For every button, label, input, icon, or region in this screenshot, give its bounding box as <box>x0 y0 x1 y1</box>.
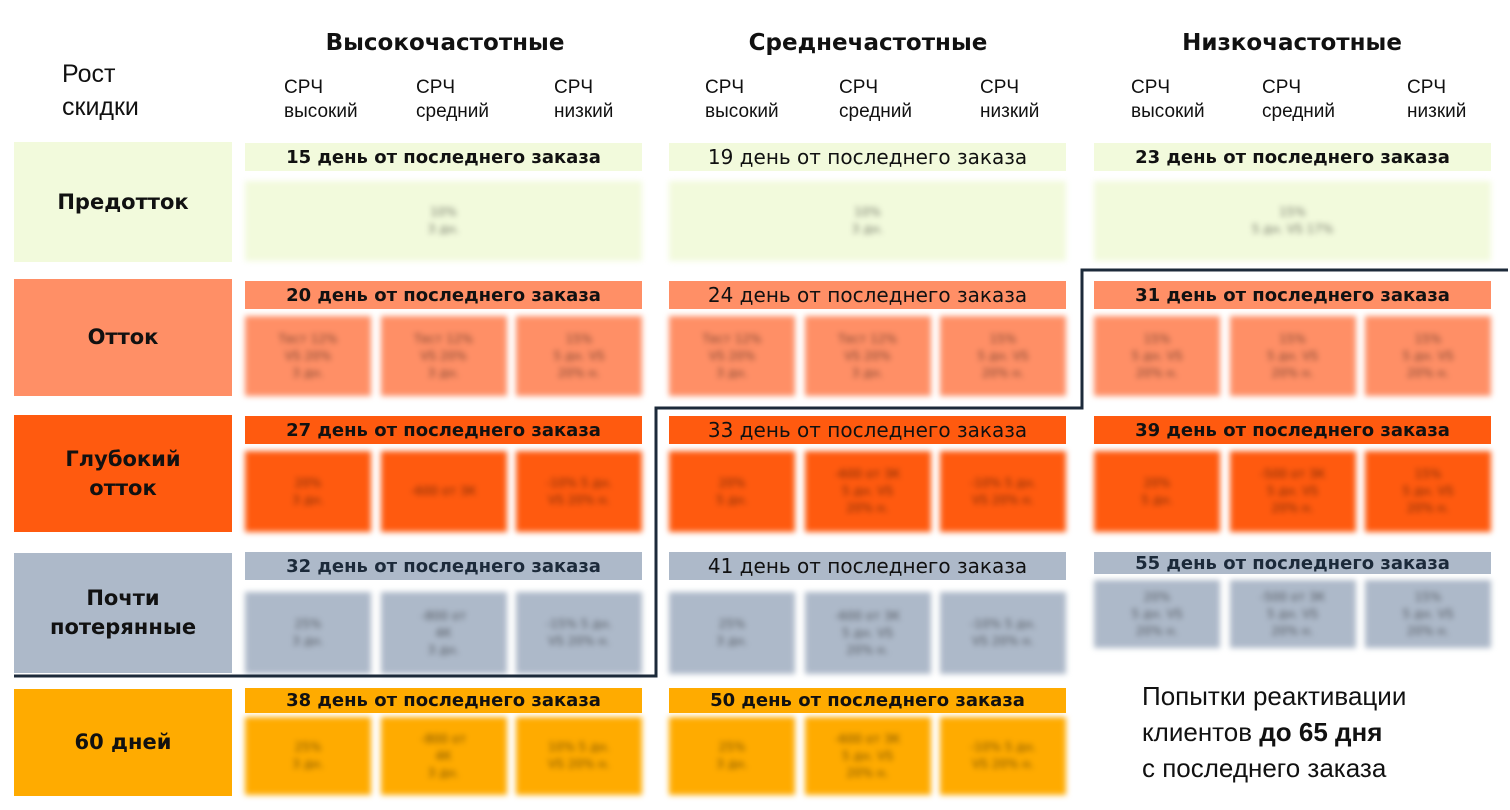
discount-cell: -10% 5 дн. VS 20% н. <box>940 451 1066 532</box>
day-band: 24 день от последнего заказа <box>669 281 1066 309</box>
day-band: 31 день от последнего заказа <box>1094 281 1491 309</box>
subgroup-label: СРЧ высокий <box>705 77 779 122</box>
row-label: Отток <box>14 279 232 396</box>
discount-cell: 15% 5 дн. VS 20% н. <box>1094 316 1220 396</box>
day-band: 41 день от последнего заказа <box>669 552 1066 580</box>
reactivation-note: Попытки реактивации клиентов до 65 дня с… <box>1142 678 1406 786</box>
note-line-2: клиентов до 65 дня <box>1142 714 1406 750</box>
discount-cell: 10% 5 дн. VS 20% н. <box>516 717 642 795</box>
discount-cell: 15% 5 дн. VS 20% н. <box>1365 451 1491 532</box>
note-line-2b: до 65 дня <box>1259 717 1383 747</box>
discount-cell: 25% 3 дн. <box>245 592 371 674</box>
day-band: 20 день от последнего заказа <box>245 281 642 309</box>
discount-cell: -500 от 3К 5 дн. VS 20% н. <box>1229 580 1356 648</box>
day-band: 50 день от последнего заказа <box>669 688 1066 713</box>
day-band: 32 день от последнего заказа <box>245 552 642 580</box>
note-line-1: Попытки реактивации <box>1142 681 1407 711</box>
discount-cell: -800 от 4К 3 дн. <box>380 717 507 795</box>
discount-cell: 25% 3 дн. <box>669 717 795 795</box>
subgroup-label: СРЧ низкий <box>554 77 614 122</box>
discount-cell: 20% 3 дн. <box>245 451 371 532</box>
day-band: 15 день от последнего заказа <box>245 143 642 171</box>
discount-cell: 15% 5 дн. VS 20% н. <box>1365 316 1491 396</box>
discount-cell: 15% 5 дн. VS 20% н. <box>940 316 1066 396</box>
discount-cell: -500 от 3К 5 дн. VS 20% н. <box>1229 451 1356 532</box>
group-title: Среднечастотные <box>748 30 988 56</box>
subgroup-label: СРЧ низкий <box>1407 77 1467 122</box>
discount-cell: 25% 3 дн. <box>669 592 795 674</box>
row-label: 60 дней <box>14 689 232 796</box>
discount-cell: 10% 3 дн. <box>669 181 1066 261</box>
day-band: 38 день от последнего заказа <box>245 688 642 713</box>
discount-cell: 10% 3 дн. <box>245 181 642 261</box>
discount-cell: Тест 12% VS 20% 3 дн. <box>804 316 931 396</box>
subgroup-label: СРЧ высокий <box>284 77 358 122</box>
discount-cell: -10% 5 дн. VS 20% н. <box>516 451 642 532</box>
discount-cell: -15% 5 дн. VS 20% н. <box>516 592 642 674</box>
day-band: 33 день от последнего заказа <box>669 416 1066 444</box>
subgroup-label: СРЧ средний <box>839 77 913 122</box>
subgroup-label: СРЧ низкий <box>980 77 1040 122</box>
day-band: 23 день от последнего заказа <box>1094 143 1491 171</box>
note-line-2a: клиентов <box>1142 717 1260 747</box>
discount-cell: -600 от 3К 5 дн. VS 20% н. <box>804 451 931 532</box>
row-label: Глубокий отток <box>14 415 232 532</box>
discount-cell: Тест 12% VS 20% 3 дн. <box>380 316 507 396</box>
row-label: Предотток <box>14 142 232 262</box>
day-band: 39 день от последнего заказа <box>1094 416 1491 444</box>
discount-cell: -10% 5 дн. VS 20% н. <box>940 717 1066 795</box>
group-title: Высокочастотные <box>325 30 565 56</box>
discount-cell: 20% 5 дн. <box>1094 451 1220 532</box>
corner-label: Рост скидки <box>62 60 139 121</box>
discount-cell: -800 от 4К 3 дн. <box>380 592 507 674</box>
discount-cell: Тест 12% VS 20% 3 дн. <box>245 316 371 396</box>
discount-cell: -600 от 3К 5 дн. VS 20% н. <box>804 717 931 795</box>
discount-cell: Тест 12% VS 20% 3 дн. <box>669 316 795 396</box>
day-band: 55 день от последнего заказа <box>1094 552 1491 574</box>
discount-cell: 15% 5 дн. VS 20% н. <box>1229 316 1356 396</box>
discount-cell: -600 от 3К <box>380 451 507 532</box>
discount-cell: 20% 5 дн. VS 20% н. <box>1094 580 1220 648</box>
discount-cell: 15% 5 дн. VS 20% н. <box>516 316 642 396</box>
discount-cell: 25% 3 дн. <box>245 717 371 795</box>
discount-cell: -600 от 3К 5 дн. VS 20% н. <box>804 592 931 674</box>
note-line-3: с последнего заказа <box>1142 753 1387 783</box>
day-band: 27 день от последнего заказа <box>245 416 642 444</box>
subgroup-label: СРЧ средний <box>416 77 490 122</box>
discount-cell: -10% 5 дн. VS 20% н. <box>940 592 1066 674</box>
discount-cell: 20% 5 дн. <box>669 451 795 532</box>
row-label: Почти потерянные <box>14 553 232 673</box>
subgroup-label: СРЧ высокий <box>1131 77 1205 122</box>
discount-cell: 15% 5 дн. VS 17% <box>1094 181 1491 261</box>
subgroup-label: СРЧ средний <box>1262 77 1336 122</box>
discount-cell: 15% 5 дн. VS 20% н. <box>1365 580 1491 648</box>
group-title: Низкочастотные <box>1182 30 1402 56</box>
day-band: 19 день от последнего заказа <box>669 143 1066 171</box>
